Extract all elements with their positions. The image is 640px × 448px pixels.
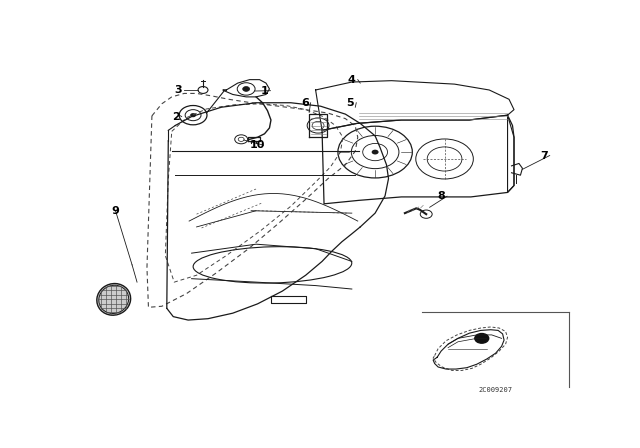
Text: 1: 1 (260, 86, 268, 96)
Text: 5: 5 (346, 98, 354, 108)
Text: 10: 10 (250, 140, 265, 150)
Circle shape (372, 150, 379, 155)
Text: 7: 7 (540, 151, 548, 160)
Text: 4: 4 (348, 75, 356, 85)
Circle shape (190, 113, 196, 117)
Text: 8: 8 (437, 191, 445, 201)
Ellipse shape (97, 284, 131, 315)
Text: 9: 9 (112, 207, 120, 216)
Text: 6: 6 (301, 98, 308, 108)
Text: 2: 2 (172, 112, 180, 121)
Text: 2C009207: 2C009207 (478, 387, 512, 392)
Text: 3: 3 (174, 85, 182, 95)
Circle shape (475, 333, 489, 343)
Circle shape (243, 86, 250, 91)
